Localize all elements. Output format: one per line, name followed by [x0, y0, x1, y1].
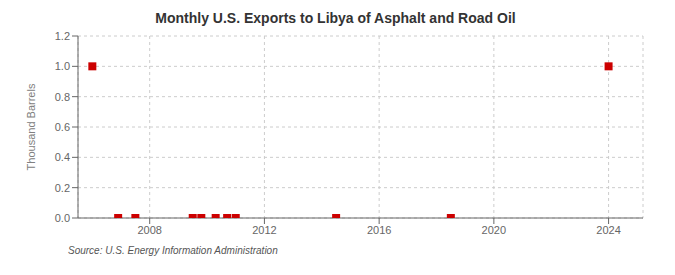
- svg-text:0.6: 0.6: [55, 121, 70, 133]
- svg-text:0.2: 0.2: [55, 182, 70, 194]
- svg-text:2020: 2020: [482, 224, 506, 236]
- svg-text:0.8: 0.8: [55, 91, 70, 103]
- svg-text:2024: 2024: [596, 224, 620, 236]
- svg-text:2016: 2016: [367, 224, 391, 236]
- svg-text:2012: 2012: [252, 224, 276, 236]
- html-text:Monthly U.S. Exports to Libya: Monthly U.S. Exports to Libya of Asphalt…: [155, 10, 516, 26]
- svg-text:2008: 2008: [137, 224, 161, 236]
- html-text:Source: U.S. Energy Informatio: Source: U.S. Energy Information Administ…: [68, 245, 278, 256]
- svg-text:0.0: 0.0: [55, 212, 70, 224]
- svg-text:1.0: 1.0: [55, 60, 70, 72]
- svg-text:0.4: 0.4: [55, 151, 70, 163]
- svg-text:1.2: 1.2: [55, 30, 70, 42]
- svg-text:Thousand Barrels: Thousand Barrels: [25, 83, 37, 170]
